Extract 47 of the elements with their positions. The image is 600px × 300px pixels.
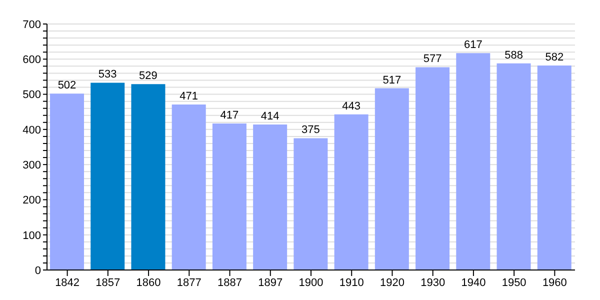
data-label: 533 <box>98 68 117 81</box>
bar <box>212 123 246 270</box>
x-tick-label: 1860 <box>136 276 161 289</box>
data-label: 517 <box>382 74 402 86</box>
x-tick-label: 1887 <box>218 276 242 289</box>
data-label: 414 <box>260 110 280 123</box>
bar <box>537 65 572 270</box>
data-label: 617 <box>464 39 482 52</box>
bar <box>496 63 531 270</box>
y-tick-label: 400 <box>22 124 41 136</box>
x-tick-label: 1910 <box>339 276 364 289</box>
x-tick-label: 1857 <box>96 276 120 289</box>
x-tick-label: 1897 <box>258 276 283 289</box>
data-label: 375 <box>302 124 320 136</box>
x-tick-label: 1877 <box>176 276 202 289</box>
bar <box>131 84 166 270</box>
bar <box>253 124 288 270</box>
x-tick-label: 1920 <box>380 276 404 289</box>
y-tick-label: 500 <box>22 89 41 102</box>
bar <box>90 82 125 270</box>
data-label: 443 <box>342 100 360 112</box>
bar <box>416 67 450 270</box>
bar <box>172 104 206 270</box>
y-tick-label: 200 <box>22 194 41 207</box>
bar <box>456 53 490 270</box>
x-tick-label: 1930 <box>420 276 446 289</box>
y-tick-label: 700 <box>22 18 41 31</box>
x-tick-label: 1950 <box>502 276 526 289</box>
x-tick-label: 1960 <box>542 276 567 289</box>
data-label: 502 <box>58 80 76 92</box>
bar <box>294 138 328 270</box>
x-tick-label: 1842 <box>55 276 80 289</box>
data-label: 529 <box>139 70 158 82</box>
y-tick-label: 300 <box>22 159 41 172</box>
x-tick-label: 1900 <box>298 276 324 289</box>
data-label: 417 <box>220 109 239 122</box>
data-label: 471 <box>180 90 198 102</box>
y-tick-label: 600 <box>22 54 41 66</box>
bar <box>50 94 84 270</box>
y-tick-label: 0 <box>34 264 41 277</box>
bar <box>374 88 409 270</box>
bar <box>334 114 368 270</box>
y-tick-label: 100 <box>22 230 41 242</box>
data-label: 582 <box>545 51 564 64</box>
data-label: 577 <box>423 53 442 66</box>
data-label: 588 <box>504 49 523 62</box>
x-tick-label: 1940 <box>461 276 486 289</box>
